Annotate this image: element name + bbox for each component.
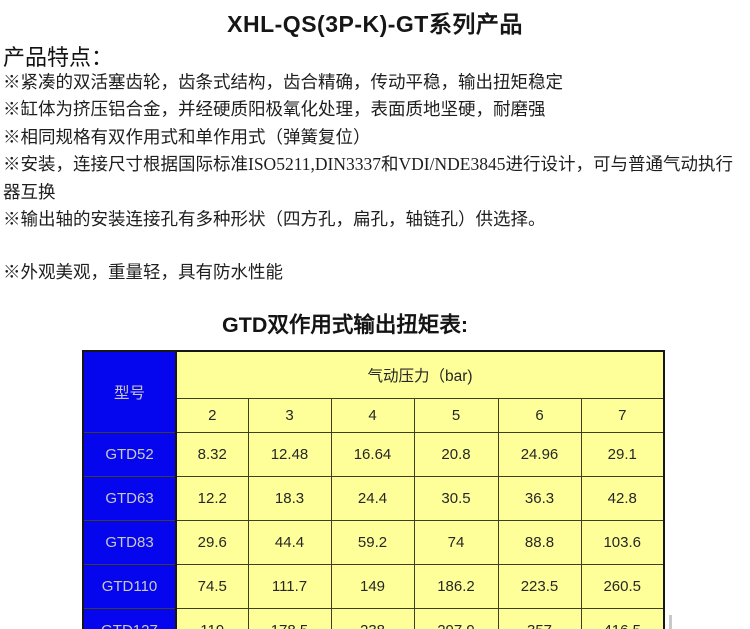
torque-cell: 74 — [413, 520, 499, 565]
feature-item: ※安装，连接尺寸根据国际标准ISO5211,DIN3337和VDI/NDE384… — [3, 154, 733, 202]
pressure-col-header: 2 — [175, 398, 249, 433]
torque-cell: 30.5 — [413, 476, 499, 521]
torque-cell: 29.1 — [580, 432, 665, 477]
torque-cell: 103.6 — [580, 520, 665, 565]
torque-cell: 223.5 — [497, 564, 582, 609]
torque-cell: 88.8 — [497, 520, 582, 565]
torque-cell: 178.5 — [247, 608, 332, 629]
torque-cell: 18.3 — [247, 476, 332, 521]
torque-cell: 238 — [330, 608, 415, 629]
pressure-col-header: 7 — [580, 398, 665, 433]
model-cell: GTD110 — [82, 564, 177, 609]
pressure-col-header: 4 — [330, 398, 415, 433]
torque-cell: 260.5 — [580, 564, 665, 609]
feature-item: ※相同规格有双作用式和单作用式（弹簧复位） — [3, 126, 371, 147]
torque-cell: 16.64 — [330, 432, 415, 477]
torque-cell: 24.96 — [497, 432, 582, 477]
feature-item: ※紧凑的双活塞齿轮，齿条式结构，齿合精确，传动平稳，输出扭矩稳定 — [3, 72, 563, 92]
model-cell: GTD63 — [82, 476, 177, 521]
torque-cell: 20.8 — [413, 432, 499, 477]
pressure-col-header: 5 — [413, 398, 499, 433]
torque-cell: 186.2 — [413, 564, 499, 609]
torque-cell: 44.4 — [247, 520, 332, 565]
torque-cell: 8.32 — [175, 432, 249, 477]
scrollbar-fragment[interactable] — [669, 615, 672, 629]
feature-item: ※输出轴的安装连接孔有多种形状（四方孔，扁孔，轴链孔）供选择。 — [3, 209, 546, 230]
table-row: GTD63 12.2 18.3 24.4 30.5 36.3 42.8 — [82, 476, 665, 521]
torque-cell: 42.8 — [580, 476, 665, 521]
table-row: GTD127 119 178.5 238 297.9 357 416.5 — [82, 608, 665, 629]
features-heading: 产品特点： — [3, 45, 114, 70]
table-row: GTD110 74.5 111.7 149 186.2 223.5 260.5 — [82, 564, 665, 609]
model-column-header: 型号 — [82, 350, 177, 433]
torque-cell: 59.2 — [330, 520, 415, 565]
torque-table: 型号 气动压力（bar) 2 3 4 5 6 7 GTD52 8.32 12.4… — [82, 350, 665, 629]
pressure-header: 气动压力（bar) — [175, 350, 665, 399]
torque-cell: 36.3 — [497, 476, 582, 521]
page-title: XHL-QS(3P-K)-GT系列产品 — [227, 11, 523, 37]
torque-table-title: GTD双作用式输出扭矩表: — [221, 313, 469, 337]
pressure-col-header: 6 — [497, 398, 582, 433]
torque-cell: 74.5 — [175, 564, 249, 609]
pressure-col-header: 3 — [247, 398, 332, 433]
torque-cell: 416.5 — [580, 608, 665, 629]
table-header-row: 型号 气动压力（bar) — [82, 350, 665, 433]
torque-cell: 12.48 — [247, 432, 332, 477]
torque-cell: 12.2 — [175, 476, 249, 521]
pressure-values-row: 2 3 4 5 6 7 — [83, 398, 665, 433]
torque-cell: 357 — [497, 608, 582, 629]
model-cell: GTD83 — [82, 520, 177, 565]
torque-cell: 297.9 — [413, 608, 499, 629]
model-cell: GTD52 — [82, 432, 177, 477]
torque-cell: 119 — [175, 608, 249, 629]
model-cell: GTD127 — [82, 608, 177, 629]
feature-item: ※缸体为挤压铝合金，并经硬质阳极氧化处理，表面质地坚硬，耐磨强 — [3, 99, 546, 120]
torque-cell: 111.7 — [247, 564, 332, 609]
feature-list: ※紧凑的双活塞齿轮，齿条式结构，齿合精确，传动平稳，输出扭矩稳定 ※缸体为挤压铝… — [3, 69, 750, 287]
table-row: GTD83 29.6 44.4 59.2 74 88.8 103.6 — [82, 520, 665, 565]
torque-cell: 29.6 — [175, 520, 249, 565]
table-row: GTD52 8.32 12.48 16.64 20.8 24.96 29.1 — [82, 432, 665, 477]
torque-cell: 149 — [330, 564, 415, 609]
feature-item: ※外观美观，重量轻，具有防水性能 — [3, 262, 283, 283]
torque-cell: 24.4 — [330, 476, 415, 521]
